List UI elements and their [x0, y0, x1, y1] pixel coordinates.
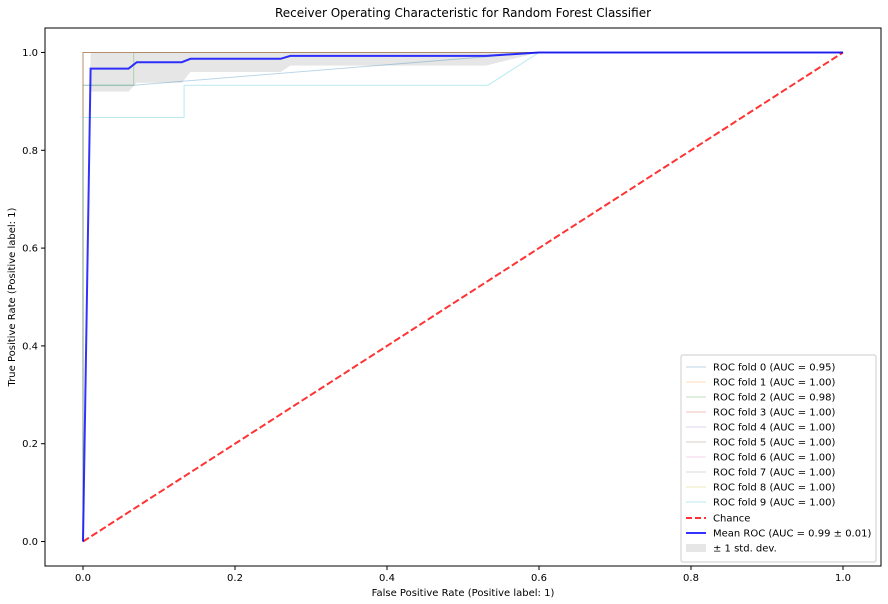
x-tick-label: 0.0: [75, 573, 91, 584]
legend-fold-0-label: ROC fold 0 (AUC = 0.95): [713, 363, 836, 374]
legend-fold-8-label: ROC fold 8 (AUC = 1.00): [713, 483, 836, 494]
y-tick-label: 0.6: [22, 244, 38, 255]
legend-fold-3-label: ROC fold 3 (AUC = 1.00): [713, 408, 836, 419]
chart-title: Receiver Operating Characteristic for Ra…: [275, 6, 651, 20]
chance-line-layer: [82, 51, 844, 543]
y-tick-label: 1.0: [22, 48, 38, 59]
roc-fold-9-line: [82, 51, 843, 542]
y-axis-label: True Positive Rate (Positive label: 1): [7, 207, 18, 387]
legend-fold-1-label: ROC fold 1 (AUC = 1.00): [713, 378, 836, 389]
chance-line: [82, 51, 844, 543]
legend-box: [680, 354, 877, 563]
legend-fold-5-label: ROC fold 5 (AUC = 1.00): [713, 438, 836, 449]
y-tick-label: 0.4: [22, 341, 38, 352]
x-axis-ticks: 0.0 0.2 0.4 0.6 0.8 1.0: [75, 566, 851, 584]
mean-roc-layer: [82, 51, 843, 542]
legend-chance-label: Chance: [713, 514, 750, 525]
x-tick-label: 0.4: [379, 573, 395, 584]
mean-roc-line: [82, 51, 843, 542]
x-tick-label: 0.2: [227, 573, 243, 584]
x-tick-label: 1.0: [835, 573, 851, 584]
legend-std-band-swatch: [686, 544, 706, 552]
legend-fold-7-label: ROC fold 7 (AUC = 1.00): [713, 468, 836, 479]
x-axis-label: False Positive Rate (Positive label: 1): [372, 588, 555, 599]
plot-area: [82, 51, 844, 543]
legend-fold-2-label: ROC fold 2 (AUC = 0.98): [713, 393, 836, 404]
roc-fold-2-line: [82, 51, 843, 542]
legend-std-band-label: ± 1 std. dev.: [713, 544, 777, 555]
legend-fold-6-label: ROC fold 6 (AUC = 1.00): [713, 453, 836, 464]
legend: ROC fold 0 (AUC = 0.95) ROC fold 1 (AUC =…: [680, 354, 877, 563]
axes-frame: [44, 27, 882, 567]
legend-fold-4-label: ROC fold 4 (AUC = 1.00): [713, 423, 836, 434]
legend-mean-label: Mean ROC (AUC = 0.99 ± 0.01): [713, 529, 871, 540]
x-tick-label: 0.6: [531, 573, 547, 584]
y-tick-label: 0.2: [22, 439, 38, 450]
y-tick-label: 0.0: [22, 537, 38, 548]
y-axis-ticks: 0.0 0.2 0.4 0.6 0.8 1.0: [22, 48, 45, 548]
y-tick-label: 0.8: [22, 146, 38, 157]
x-tick-label: 0.8: [683, 573, 699, 584]
legend-fold-9-label: ROC fold 9 (AUC = 1.00): [713, 498, 836, 509]
